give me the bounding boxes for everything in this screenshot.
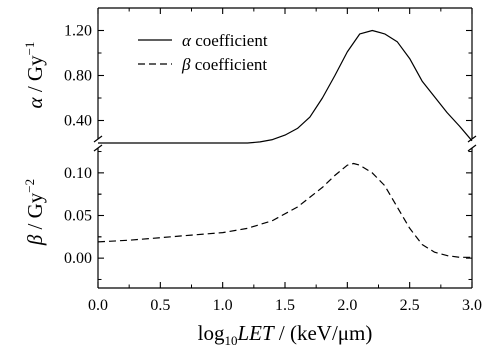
legend-label-beta: β coefficient bbox=[181, 55, 267, 74]
beta-series-line bbox=[97, 162, 472, 258]
beta-y-tick-label: 0.00 bbox=[64, 250, 92, 267]
beta-y-axis-unit: / Gy bbox=[23, 192, 47, 235]
beta-y-axis-sup: −2 bbox=[22, 179, 37, 193]
beta-y-axis-symbol: β bbox=[23, 234, 47, 246]
axis-break-right-upper bbox=[467, 135, 477, 143]
axis-break-left-upper bbox=[93, 135, 103, 143]
beta-y-tick-label: 0.10 bbox=[64, 165, 92, 182]
x-axis-label-prefix: log bbox=[198, 321, 225, 345]
alpha-y-axis-label: α / Gy−1 bbox=[22, 42, 47, 109]
alpha-series-line bbox=[98, 29, 473, 144]
x-tick-label: 0.0 bbox=[88, 297, 108, 314]
beta-y-axis-ticks: 0.00 0.05 0.10 bbox=[64, 151, 472, 280]
axis-break-left-lower bbox=[93, 144, 103, 152]
alpha-y-axis-unit: / Gy bbox=[23, 55, 47, 98]
alpha-y-axis-symbol: α bbox=[23, 96, 47, 108]
x-tick-label: 2.5 bbox=[400, 297, 420, 314]
axis-break-right-lower bbox=[467, 144, 477, 152]
x-axis-label-italic: LET bbox=[236, 321, 275, 345]
x-tick-label: 2.0 bbox=[337, 297, 357, 314]
plot-frame bbox=[97, 7, 473, 289]
x-tick-label: 0.5 bbox=[150, 297, 170, 314]
legend-symbol: α bbox=[182, 31, 192, 50]
alpha-y-axis-ticks: 0.40 0.80 1.20 bbox=[64, 23, 472, 130]
alpha-y-axis-sup: −1 bbox=[22, 42, 37, 56]
legend-text: coefficient bbox=[190, 55, 267, 74]
x-tick-label: 1.0 bbox=[213, 297, 233, 314]
beta-y-tick-label: 0.05 bbox=[64, 208, 92, 225]
legend-label-alpha: α coefficient bbox=[182, 31, 268, 50]
legend-symbol: β bbox=[181, 55, 191, 74]
x-axis-label-sub: 10 bbox=[224, 333, 237, 348]
beta-y-axis-label: β / Gy−2 bbox=[22, 179, 47, 246]
axis-break-marks bbox=[93, 135, 477, 152]
legend-text: coefficient bbox=[191, 31, 268, 50]
x-axis-label: log10LET / (keV/μm) bbox=[198, 321, 373, 348]
x-tick-label: 3.0 bbox=[462, 297, 482, 314]
alpha-y-tick-label: 0.80 bbox=[64, 68, 92, 85]
alpha-y-tick-label: 1.20 bbox=[64, 23, 92, 40]
x-axis-label-suffix: / (keV/μm) bbox=[274, 321, 373, 345]
alpha-y-tick-label: 0.40 bbox=[64, 113, 92, 130]
x-tick-label: 1.5 bbox=[275, 297, 295, 314]
x-axis-ticks: 0.0 0.5 1.0 1.5 2.0 2.5 3.0 bbox=[88, 8, 482, 314]
series-lines bbox=[97, 29, 473, 258]
